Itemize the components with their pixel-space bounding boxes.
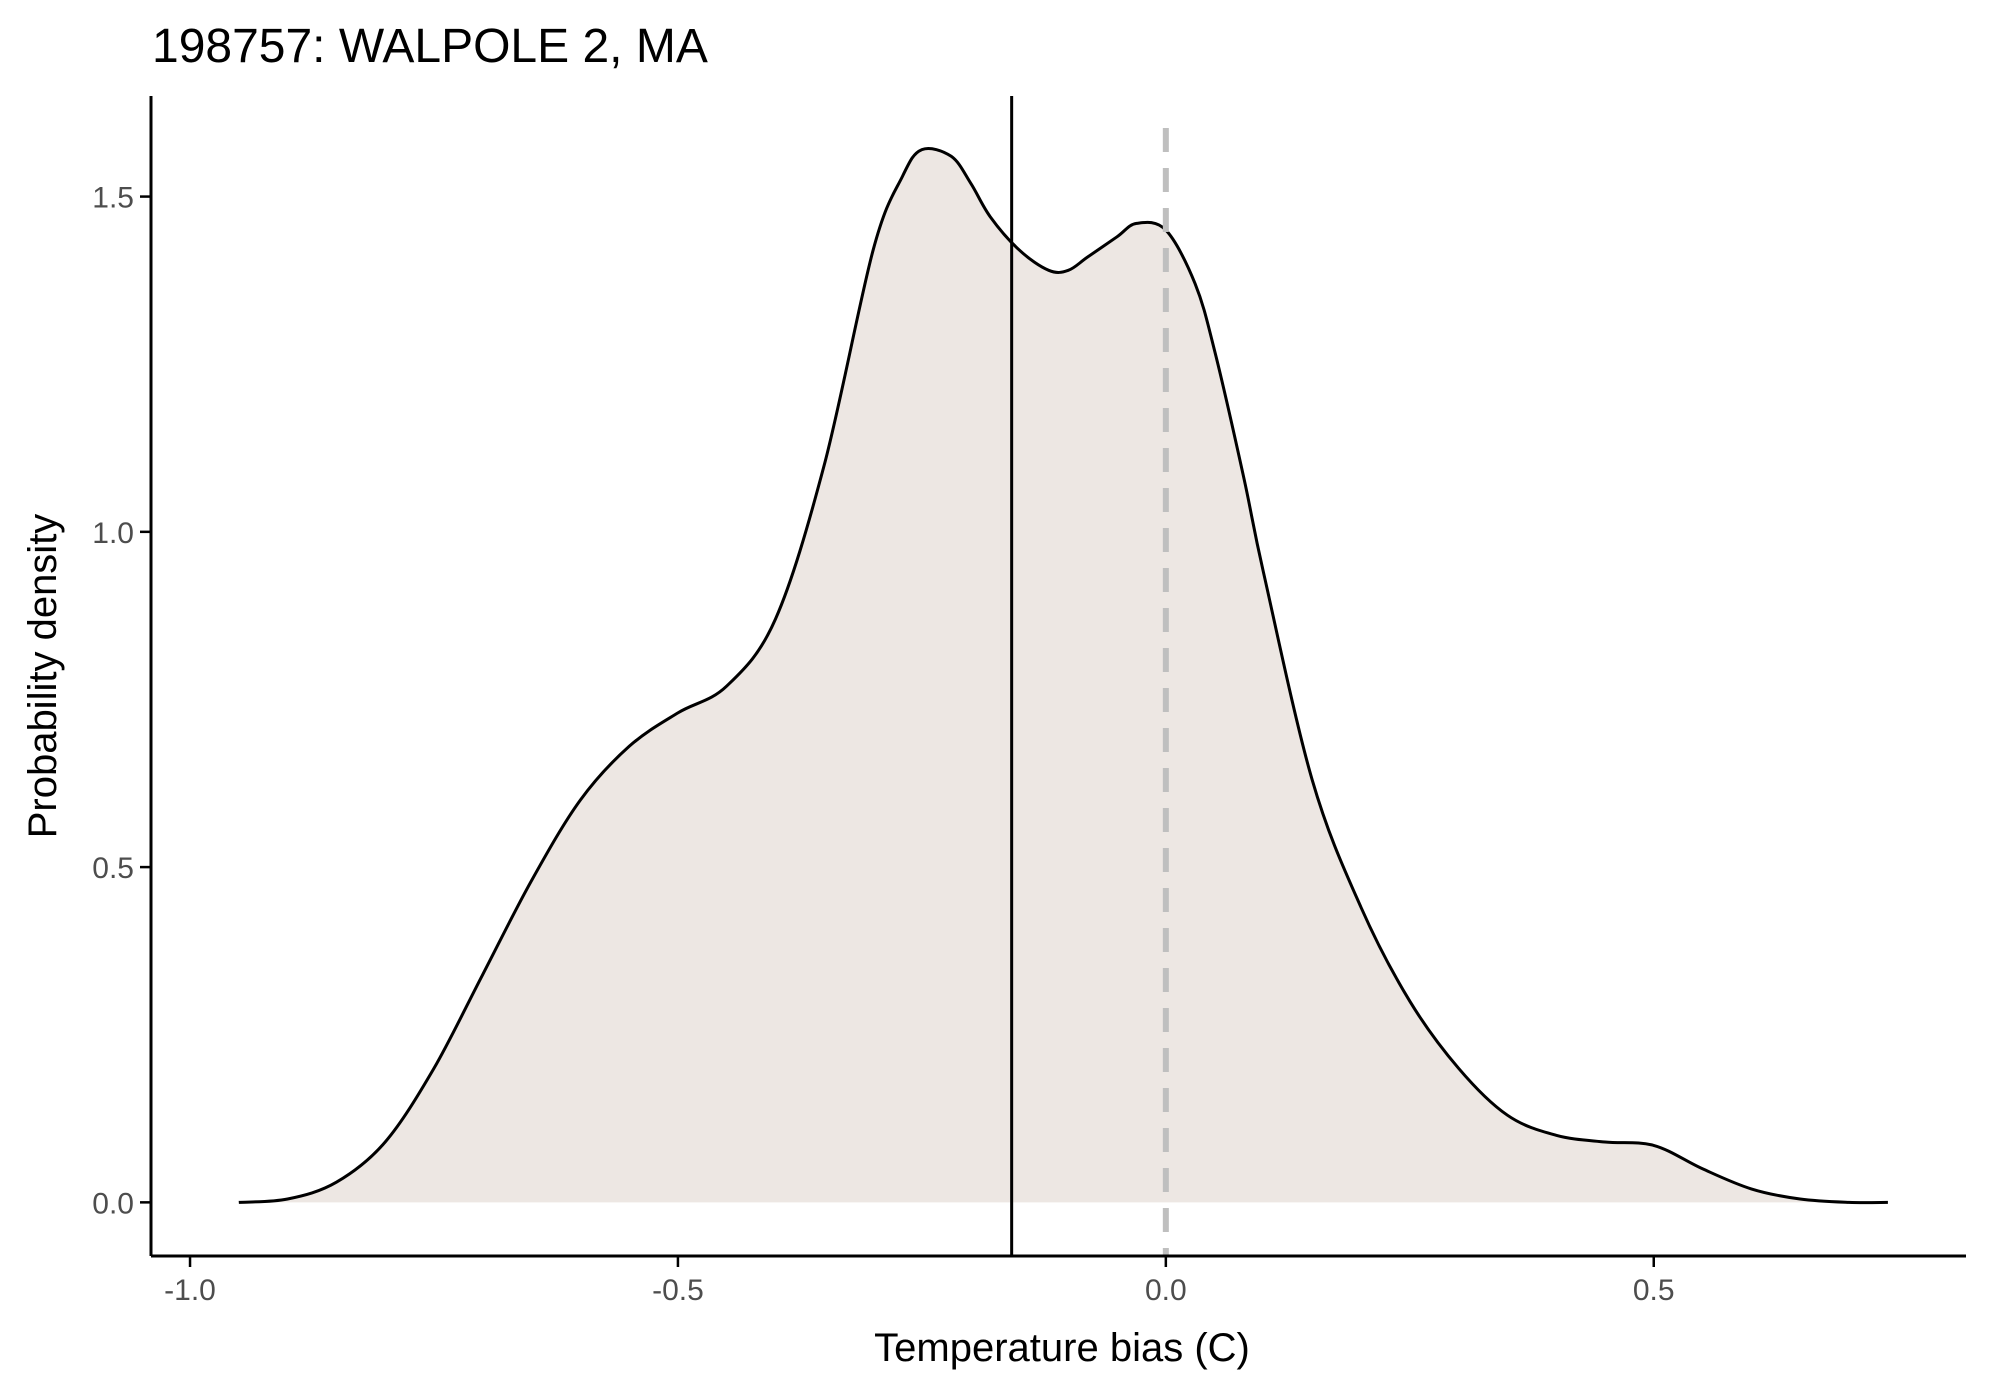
density-curve-0 xyxy=(238,146,1888,1205)
x-tick-label: -0.5 xyxy=(652,1274,704,1307)
y-axis-ticks: 0.0 0.5 1.0 1.5 xyxy=(92,182,151,1220)
chart-title: 198757: WALPOLE 2, MA xyxy=(152,20,708,73)
x-tick-label: 0.5 xyxy=(1633,1274,1675,1307)
y-axis-title: Probability density xyxy=(21,514,65,839)
y-tick-label: 0.5 xyxy=(92,852,134,885)
x-tick-label: 0.0 xyxy=(1145,1274,1187,1307)
x-tick-label: -1.0 xyxy=(164,1274,216,1307)
x-axis-title: Temperature bias (C) xyxy=(874,1326,1250,1370)
plot-area xyxy=(238,146,1888,1205)
x-axis-ticks: -1.0 -0.5 0.0 0.5 xyxy=(164,1256,1675,1307)
reference-lines xyxy=(1010,96,1169,1256)
y-tick-label: 1.5 xyxy=(92,182,134,215)
y-tick-label: 1.0 xyxy=(92,517,134,550)
y-tick-label: 0.0 xyxy=(92,1187,134,1220)
density-area-0 xyxy=(238,148,1888,1203)
